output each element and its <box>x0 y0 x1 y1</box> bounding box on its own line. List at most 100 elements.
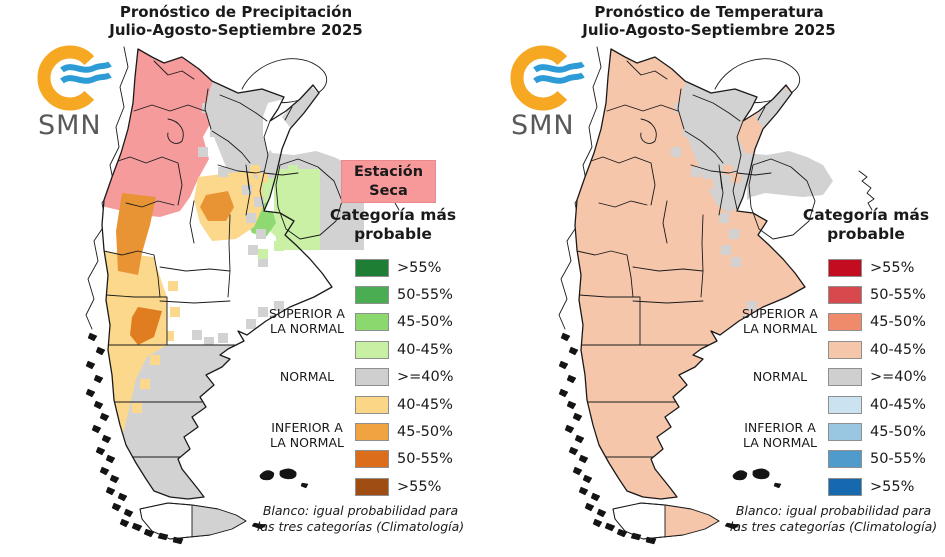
smn-logo-arc <box>510 45 568 111</box>
legend-label: >55% <box>870 259 915 276</box>
title-line1: Pronóstico de Temperatura <box>594 3 824 21</box>
legend-label: >55% <box>870 478 915 495</box>
legend-row: >55% <box>355 254 454 281</box>
map-region-north-gray <box>679 75 833 213</box>
legend-swatch <box>355 395 389 414</box>
legend-row: >55% <box>355 473 454 500</box>
legend-row: 50-55% <box>828 446 927 473</box>
legend-label: >=40% <box>397 369 454 386</box>
category-inferior-label: INFERIOR A LA NORMAL <box>743 420 817 450</box>
legend-row: 40-45% <box>355 336 454 363</box>
legend-swatch <box>828 423 862 442</box>
title-line2: Julio-Agosto-Septiembre 2025 <box>582 21 836 39</box>
argentina-map-temperature <box>558 46 875 545</box>
legend-row: 40-45% <box>355 391 454 418</box>
legend-row: 45-50% <box>828 418 927 445</box>
legend-row: 40-45% <box>828 336 927 363</box>
smn-logo: SMN <box>510 45 585 140</box>
smn-logo: SMN <box>37 45 112 140</box>
legend-row: >55% <box>828 473 927 500</box>
legend-label: 40-45% <box>870 396 926 413</box>
map-pixel-texture-gray <box>192 103 284 347</box>
legend-swatch <box>355 340 389 359</box>
legend-swatch <box>355 258 389 277</box>
legend-row: 45-50% <box>355 418 454 445</box>
panel-temperature: Pronóstico de Temperatura Julio-Agosto-S… <box>473 0 945 557</box>
legend-row: 50-55% <box>355 446 454 473</box>
legend-swatch <box>828 286 862 305</box>
legend-swatch <box>828 395 862 414</box>
tierra-del-fuego-argentina <box>192 505 246 537</box>
legend-label: 45-50% <box>870 314 926 331</box>
map-region-strip-dark-patch <box>130 307 162 345</box>
smn-logo-wave-2 <box>533 72 585 84</box>
legend-row: 50-55% <box>355 281 454 308</box>
map-region-sanjuan-orange-band <box>116 193 156 275</box>
legend-row: 40-45% <box>828 391 927 418</box>
legend-swatch <box>355 423 389 442</box>
legend-swatch <box>828 368 862 387</box>
legend-row: >55% <box>828 254 927 281</box>
smn-logo-text: SMN <box>511 110 575 140</box>
legend-swatch <box>355 477 389 496</box>
category-inferior-label: INFERIOR A LA NORMAL <box>270 420 344 450</box>
smn-logo-arc <box>37 45 95 111</box>
legend-rows: >55% 50-55% 45-50% 40-45% >=40% 40-45% 4… <box>355 254 454 501</box>
chile-fjords-islands <box>85 332 184 545</box>
province-borders <box>576 60 772 458</box>
dry-season-box: Estación Seca <box>341 160 436 203</box>
category-normal-label: NORMAL <box>752 369 808 384</box>
uruguay-border <box>275 158 343 240</box>
legend-row: >=40% <box>828 364 927 391</box>
map-title-precipitation: Pronóstico de Precipitación Julio-Agosto… <box>0 3 472 39</box>
legend-swatch <box>828 340 862 359</box>
legend-label: 50-55% <box>870 451 926 468</box>
legend-swatch <box>355 368 389 387</box>
legend-label: >55% <box>397 478 442 495</box>
dry-season-line1: Estación <box>353 164 424 180</box>
category-superior-label: SUPERIOR A LA NORMAL <box>742 306 818 336</box>
map-color-fields <box>575 49 833 499</box>
argentina-outline <box>101 48 333 500</box>
argentina-map-precipitation <box>85 46 402 545</box>
legend-label: 40-45% <box>397 396 453 413</box>
uruguay-border <box>748 158 816 240</box>
tierra-del-fuego-argentina <box>665 505 719 537</box>
isla-de-los-estados <box>251 522 267 530</box>
isla-de-los-estados <box>724 522 740 530</box>
legend-row: 45-50% <box>828 309 927 336</box>
legend-label: 40-45% <box>397 341 453 358</box>
legend-row: >=40% <box>355 364 454 391</box>
smn-logo-text: SMN <box>38 110 102 140</box>
paraguay-border <box>714 58 800 104</box>
legend-label: 50-55% <box>397 287 453 304</box>
malvinas-islands <box>732 468 782 489</box>
brazil-coastline <box>858 170 875 211</box>
legend-swatch <box>828 477 862 496</box>
legend-swatch <box>828 450 862 469</box>
legend-footnote: Blanco: igual probabilidad para las tres… <box>256 503 465 534</box>
legend-rows: >55% 50-55% 45-50% 40-45% >=40% 40-45% 4… <box>828 254 927 501</box>
legend-heading: Categoría más probable <box>802 206 930 243</box>
dry-season-line2: Seca <box>369 183 408 199</box>
legend-label: 50-55% <box>870 287 926 304</box>
malvinas-islands <box>259 468 309 489</box>
title-line2: Julio-Agosto-Septiembre 2025 <box>109 21 363 39</box>
map-title-temperature: Pronóstico de Temperatura Julio-Agosto-S… <box>473 3 945 39</box>
legend-row: 50-55% <box>828 281 927 308</box>
legend-swatch <box>355 286 389 305</box>
map-region-misiones <box>282 87 319 130</box>
category-normal-label: NORMAL <box>279 369 335 384</box>
paraguay-border <box>241 58 327 104</box>
map-region-misiones <box>755 87 792 130</box>
argentina-outline <box>574 48 806 500</box>
legend-label: >=40% <box>870 369 927 386</box>
title-line1: Pronóstico de Precipitación <box>119 3 353 21</box>
legend-label: 45-50% <box>870 424 926 441</box>
map-region-andes-strip-tan <box>102 251 167 443</box>
smn-logo-wave-1 <box>60 61 112 73</box>
legend-label: >55% <box>397 259 442 276</box>
tierra-del-fuego-outline <box>612 502 720 540</box>
legend-footnote: Blanco: igual probabilidad para las tres… <box>729 503 938 534</box>
smn-logo-wave-2 <box>60 72 112 84</box>
